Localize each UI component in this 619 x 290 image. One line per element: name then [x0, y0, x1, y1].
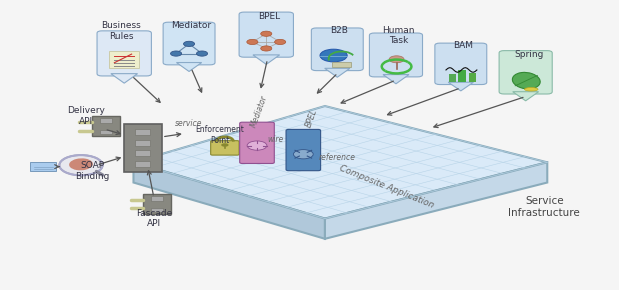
- Bar: [458, 70, 465, 81]
- Polygon shape: [448, 82, 474, 91]
- Circle shape: [196, 51, 207, 56]
- Ellipse shape: [69, 158, 93, 170]
- Text: Mediator: Mediator: [249, 94, 269, 128]
- Bar: [136, 150, 150, 156]
- Text: wire: wire: [267, 135, 284, 144]
- Bar: [449, 74, 456, 81]
- Bar: [136, 140, 150, 146]
- Bar: [151, 208, 163, 212]
- Circle shape: [221, 143, 228, 147]
- Bar: [30, 162, 56, 171]
- FancyBboxPatch shape: [163, 22, 215, 65]
- FancyBboxPatch shape: [239, 12, 293, 57]
- Bar: [110, 51, 139, 68]
- FancyBboxPatch shape: [370, 33, 423, 77]
- Text: BPEL: BPEL: [305, 108, 319, 129]
- Circle shape: [320, 49, 347, 62]
- Bar: [124, 124, 162, 172]
- Text: BPEL: BPEL: [258, 12, 280, 21]
- Polygon shape: [134, 106, 547, 219]
- FancyBboxPatch shape: [97, 31, 152, 76]
- Bar: [136, 161, 150, 167]
- FancyBboxPatch shape: [311, 28, 363, 70]
- Circle shape: [247, 141, 267, 150]
- Bar: [100, 130, 112, 134]
- Bar: [469, 73, 476, 81]
- Bar: [136, 129, 150, 135]
- Polygon shape: [325, 162, 547, 239]
- Ellipse shape: [513, 72, 540, 89]
- Text: Delivery
API: Delivery API: [67, 106, 105, 126]
- Bar: [143, 194, 171, 214]
- Bar: [100, 118, 112, 123]
- FancyBboxPatch shape: [499, 51, 552, 94]
- Bar: [151, 196, 163, 201]
- Text: Service
Infrastructure: Service Infrastructure: [508, 196, 580, 218]
- Text: SOAP
Binding: SOAP Binding: [75, 161, 110, 181]
- Circle shape: [261, 31, 272, 36]
- Polygon shape: [513, 92, 539, 101]
- Text: BAM: BAM: [452, 41, 473, 50]
- Circle shape: [183, 41, 194, 46]
- Bar: [92, 116, 119, 136]
- Circle shape: [171, 51, 181, 56]
- Text: Composite Application: Composite Application: [338, 164, 435, 210]
- Text: B2B: B2B: [330, 26, 348, 35]
- Polygon shape: [325, 68, 350, 77]
- Text: service: service: [175, 119, 203, 128]
- Circle shape: [389, 56, 404, 63]
- Text: Mediator: Mediator: [171, 21, 211, 30]
- FancyBboxPatch shape: [240, 122, 274, 164]
- Polygon shape: [111, 74, 137, 83]
- FancyBboxPatch shape: [435, 43, 487, 85]
- Circle shape: [59, 155, 103, 175]
- Text: reference: reference: [319, 153, 356, 162]
- Circle shape: [293, 150, 313, 159]
- FancyBboxPatch shape: [286, 129, 321, 171]
- Polygon shape: [383, 75, 409, 84]
- Text: Fascade
API: Fascade API: [136, 209, 172, 228]
- Circle shape: [275, 39, 286, 45]
- Polygon shape: [134, 162, 325, 239]
- Circle shape: [261, 46, 272, 51]
- Ellipse shape: [524, 88, 538, 91]
- Text: Enforcement
Point: Enforcement Point: [196, 125, 245, 145]
- Text: Spring: Spring: [514, 50, 544, 59]
- FancyBboxPatch shape: [210, 141, 239, 155]
- Bar: [332, 62, 351, 67]
- Text: Business
Rules: Business Rules: [102, 21, 141, 41]
- Circle shape: [247, 39, 258, 45]
- Polygon shape: [253, 55, 280, 64]
- Text: Human
Task: Human Task: [382, 26, 415, 45]
- Polygon shape: [176, 63, 202, 71]
